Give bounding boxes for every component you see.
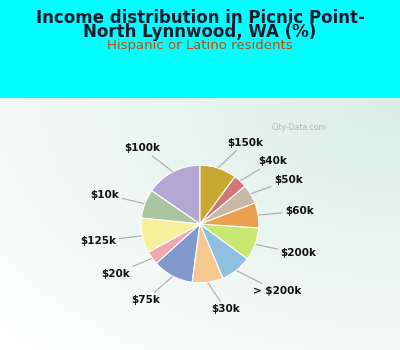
Text: $20k: $20k [101,259,152,279]
Wedge shape [200,203,259,228]
Wedge shape [200,224,247,278]
Wedge shape [152,165,200,224]
Text: $75k: $75k [131,277,172,305]
Text: North Lynnwood, WA (%): North Lynnwood, WA (%) [83,23,317,41]
Text: $40k: $40k [241,156,288,181]
Wedge shape [141,218,200,252]
Text: City-Data.com: City-Data.com [272,123,327,132]
Text: $50k: $50k [251,175,302,194]
Wedge shape [200,165,235,224]
Text: $100k: $100k [124,143,172,171]
Text: $60k: $60k [259,206,314,216]
Text: Income distribution in Picnic Point-: Income distribution in Picnic Point- [36,9,364,27]
Text: $10k: $10k [91,189,144,203]
Wedge shape [142,191,200,224]
Text: $200k: $200k [256,245,316,259]
Wedge shape [148,224,200,264]
Text: $150k: $150k [219,138,263,167]
Wedge shape [200,186,255,224]
Text: > $200k: > $200k [237,271,302,296]
Text: $125k: $125k [80,236,142,246]
Wedge shape [156,224,200,282]
Text: $30k: $30k [208,283,240,314]
Wedge shape [200,177,245,224]
Wedge shape [200,224,259,259]
Text: Hispanic or Latino residents: Hispanic or Latino residents [107,38,293,51]
Wedge shape [192,224,223,283]
